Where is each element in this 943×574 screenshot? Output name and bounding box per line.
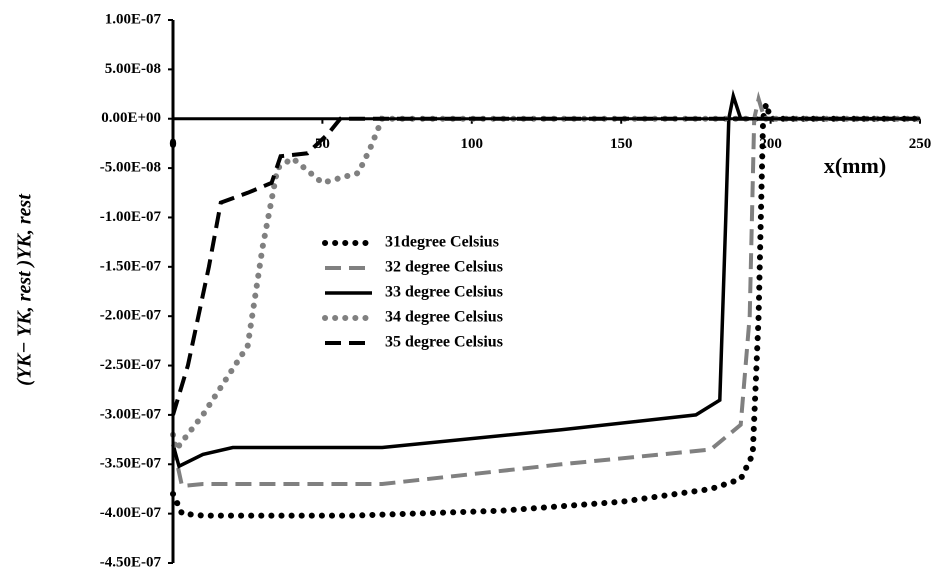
y-tick-label: -2.00E-07 (100, 308, 162, 324)
y-tick-label: -5.00E-08 (100, 160, 161, 176)
y-tick-label: -1.50E-07 (100, 258, 162, 274)
y-tick-label: 1.00E-07 (105, 11, 162, 27)
line-series (170, 115, 923, 457)
y-tick-label: -1.00E-07 (100, 209, 162, 225)
line-series (170, 103, 923, 519)
legend-label: 34 degree Celsius (385, 309, 503, 326)
x-axis-title: x(mm) (824, 153, 886, 178)
y-tick-label: -3.50E-07 (100, 456, 162, 472)
legend-label: 33 degree Celsius (385, 284, 503, 301)
x-tick-label: 250 (909, 136, 932, 152)
line-series (171, 89, 920, 469)
line-series (171, 116, 920, 416)
x-tick-label: 200 (759, 136, 782, 152)
y-tick-label: -4.00E-07 (100, 505, 162, 521)
y-tick-label: 5.00E-08 (105, 61, 161, 77)
x-tick-label: 150 (610, 136, 633, 152)
y-tick-label: -3.00E-07 (100, 406, 162, 422)
y-tick-label: -4.50E-07 (100, 554, 162, 570)
legend-label: 31degree Celsius (385, 234, 499, 251)
legend-label: 35 degree Celsius (385, 334, 503, 351)
x-tick-label: 100 (461, 136, 484, 152)
legend-label: 32 degree Celsius (385, 259, 503, 276)
line-series (171, 91, 920, 489)
y-axis-title: (YK− YK, rest )YK, rest (14, 193, 36, 386)
y-tick-label: 0.00E+00 (101, 110, 161, 126)
y-tick-label: -2.50E-07 (100, 357, 162, 373)
